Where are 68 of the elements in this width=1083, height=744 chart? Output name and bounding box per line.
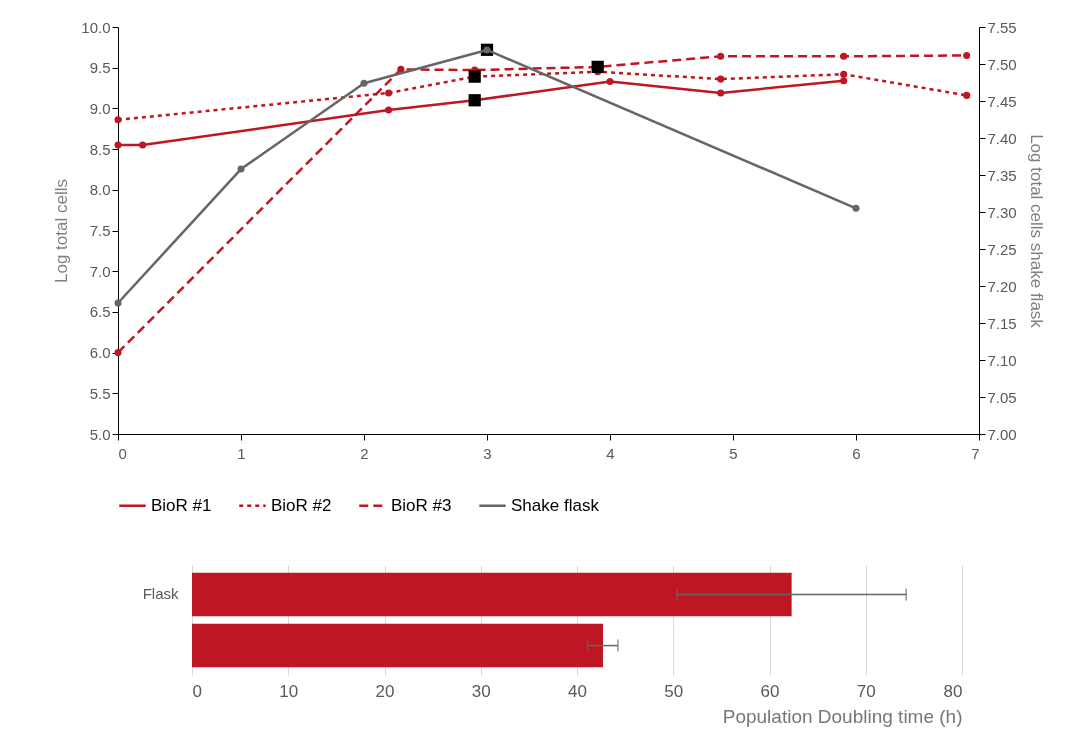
y2-tick-label: 7.00 xyxy=(987,425,1017,443)
x-tick-label: 20 xyxy=(375,681,395,701)
point xyxy=(963,91,971,99)
y-tick-label: 8.5 xyxy=(89,140,111,158)
x-tick-label: 60 xyxy=(760,681,780,701)
point xyxy=(963,51,971,60)
x-tick-label: 10 xyxy=(279,681,299,701)
point xyxy=(385,106,393,114)
x-tick-label: 3 xyxy=(483,444,492,462)
point xyxy=(852,204,860,212)
y-tick-label: 5.5 xyxy=(89,384,111,402)
point xyxy=(717,75,725,83)
y-tick-label: 7.0 xyxy=(89,262,111,280)
y2-tick-label: 7.55 xyxy=(987,18,1017,36)
point xyxy=(114,116,122,124)
y2-tick-label: 7.35 xyxy=(987,166,1017,184)
y-tick-label: 6.5 xyxy=(89,303,111,321)
y2-axis-title: Log total cells shake flask xyxy=(1026,134,1046,329)
y2-tick-label: 7.50 xyxy=(987,55,1017,73)
y2-tick-label: 7.25 xyxy=(987,240,1017,258)
point xyxy=(385,89,393,97)
point xyxy=(606,78,614,86)
legend-label: BioR #1 xyxy=(151,495,212,515)
y2-tick-label: 7.40 xyxy=(987,129,1017,147)
y-tick-label: 9.0 xyxy=(89,99,111,117)
x-tick-label: 30 xyxy=(471,681,491,701)
x-tick-label: 0 xyxy=(192,681,202,701)
x-tick-label: 80 xyxy=(943,681,963,701)
y2-tick-label: 7.05 xyxy=(987,388,1017,406)
x-tick-label: 5 xyxy=(729,444,738,462)
y2-tick-label: 7.30 xyxy=(987,203,1017,221)
point xyxy=(360,79,368,87)
y-tick-label: 9.5 xyxy=(89,59,111,77)
legend-label: Shake flask xyxy=(511,495,600,515)
point xyxy=(139,141,147,149)
y2-tick-label: 7.20 xyxy=(987,277,1017,295)
x-tick-label: 0 xyxy=(118,444,127,462)
x-tick-label: 40 xyxy=(568,681,587,701)
point xyxy=(717,52,725,60)
point xyxy=(237,165,245,173)
y-tick-label: 10.0 xyxy=(81,18,111,36)
x-tick-label: 1 xyxy=(237,444,246,462)
point xyxy=(114,349,122,357)
point xyxy=(840,70,848,78)
y2-tick-label: 7.45 xyxy=(987,92,1017,110)
x-axis-title: Population Doubling time (h) xyxy=(722,705,963,727)
x-tick-label: 2 xyxy=(360,444,369,462)
y-tick-label: 7.5 xyxy=(89,222,111,239)
y-tick-label: 5.0 xyxy=(89,425,111,443)
x-tick-label: 7 xyxy=(971,444,980,462)
point xyxy=(114,141,122,149)
x-tick-label: 70 xyxy=(856,681,876,701)
legend-label: BioR #2 xyxy=(271,495,332,515)
x-tick-label: 6 xyxy=(852,444,861,462)
y2-tick-label: 7.10 xyxy=(987,351,1017,369)
legend-label: BioR #3 xyxy=(391,495,452,515)
point xyxy=(397,65,405,73)
point xyxy=(114,299,122,307)
y-tick-label: 6.0 xyxy=(89,344,111,362)
y2-tick-label: 7.15 xyxy=(987,314,1017,332)
x-tick-label: 50 xyxy=(664,681,684,701)
y-tick-label: Flask xyxy=(142,585,179,603)
point xyxy=(840,52,848,60)
point xyxy=(840,77,848,85)
y-tick-label: 8.0 xyxy=(89,181,111,199)
x-tick-label: 4 xyxy=(606,444,615,462)
y-axis-title: Log total cells xyxy=(52,179,72,283)
point xyxy=(717,89,725,97)
